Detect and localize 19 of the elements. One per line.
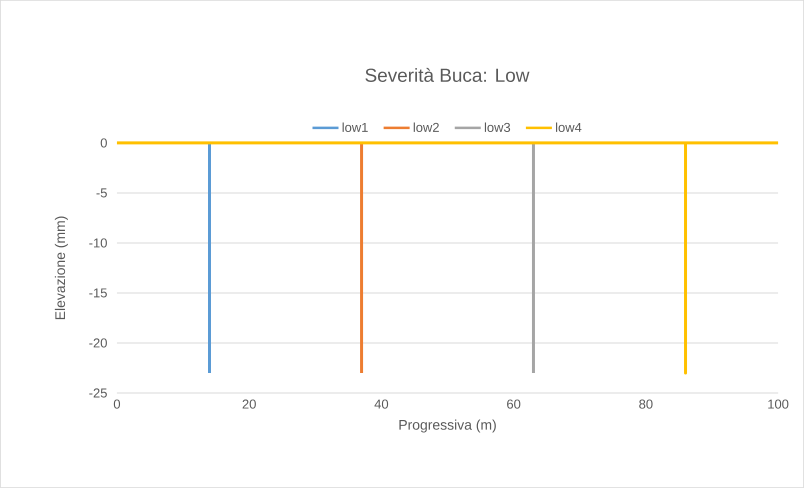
legend-label: low3 — [484, 122, 510, 132]
x-tick-label: 20 — [242, 400, 256, 409]
legend-label: low2 — [414, 122, 439, 132]
y-tick-label: -10 — [89, 238, 107, 248]
x-tick-label: 100 — [768, 400, 788, 409]
y-tick-label: -25 — [89, 388, 107, 398]
x-tick-label: 80 — [639, 400, 653, 409]
x-tick-label: 60 — [507, 400, 520, 409]
y-tick-label: -15 — [89, 288, 107, 298]
legend-label: low1 — [342, 122, 368, 132]
y-axis-title: Elevazione (mm) — [54, 216, 68, 320]
y-tick-label: -5 — [96, 188, 107, 198]
x-axis-title: Progressiva (m) — [399, 420, 496, 433]
x-tick-label: 0 — [114, 400, 120, 409]
chart-title: Severità Buca: Low — [365, 68, 530, 82]
x-tick-label: 40 — [374, 400, 388, 409]
y-tick-label: 0 — [100, 138, 107, 148]
y-tick-label: -20 — [89, 338, 107, 348]
legend-label: low4 — [556, 122, 582, 132]
